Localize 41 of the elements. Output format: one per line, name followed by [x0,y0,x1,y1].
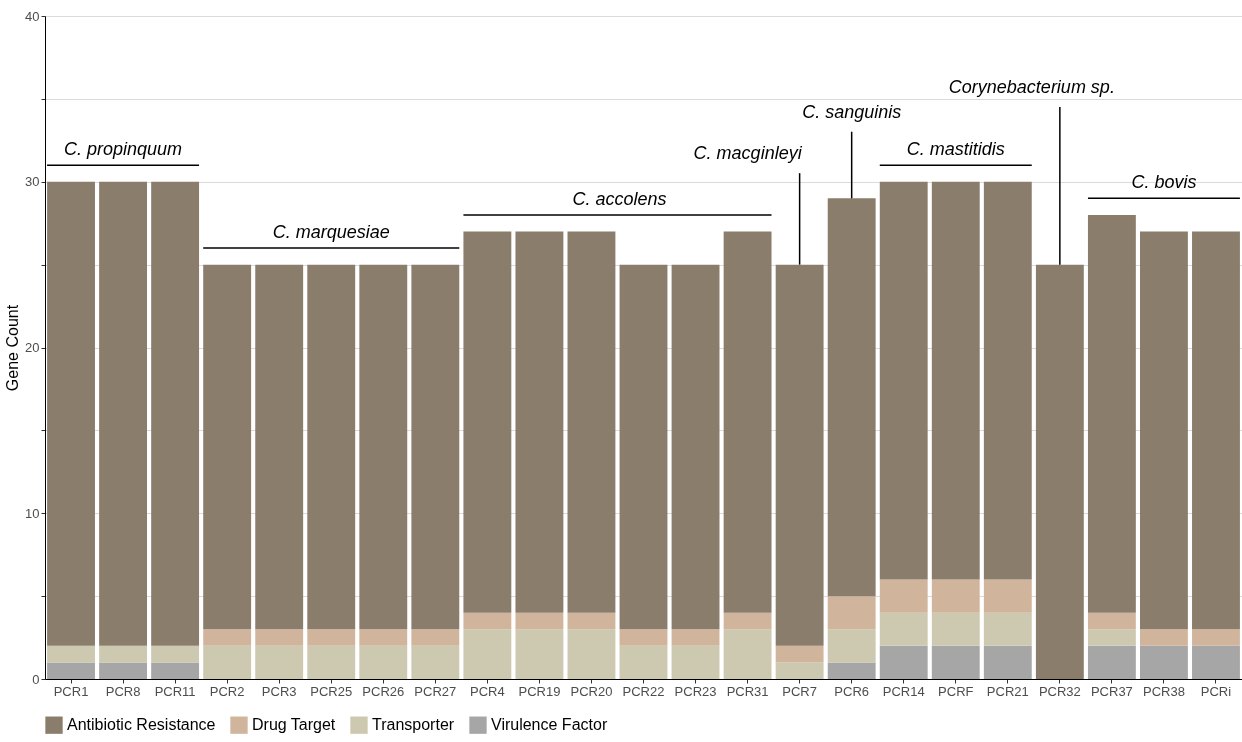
annotation: C. macginleyi [693,143,803,164]
x-tick-label: PCR2 [209,683,245,699]
y-axis-title: Gene Count [4,304,22,392]
x-tick-label: PCR38 [1142,683,1185,699]
y-tick-label: 30 [25,174,40,190]
legend-label: Antibiotic Resistance [67,716,216,734]
legend-label: Virulence Factor [491,716,608,734]
x-tick-label: PCR37 [1090,683,1133,699]
y-tick-label: 20 [25,340,40,355]
annotation: C. mastitidis [906,139,1005,160]
x-tick-label: PCRF [938,683,974,699]
x-tick-label: PCR31 [726,683,769,699]
legend-label: Transporter [372,716,455,734]
x-tick-label: PCRi [1200,683,1232,699]
annotation: C. accolens [572,188,667,209]
x-tick-label: PCR27 [414,683,457,699]
x-tick-label: PCR21 [986,683,1029,699]
x-tick-label: PCR6 [834,683,870,699]
x-tick-label: PCR32 [1038,683,1081,699]
annotation: C. propinquum [64,139,183,160]
legend-label: Drug Target [252,716,336,734]
y-tick-label: 0 [32,671,40,687]
x-tick-label: PCR14 [882,683,925,699]
annotation: Corynebacterium sp. [948,76,1115,97]
annotation: C. sanguinis [802,101,902,122]
x-tick-label: PCR20 [570,683,613,699]
x-tick-label: PCR22 [622,683,665,699]
x-tick-label: PCR25 [310,683,353,699]
x-tick-label: PCR8 [105,683,141,699]
x-tick-label: PCR11 [154,683,196,699]
y-tick-label: 10 [25,505,40,521]
y-tick-label: 40 [25,8,40,24]
x-tick-label: PCR7 [782,683,817,699]
annotation: C. bovis [1131,172,1197,193]
x-tick-label: PCR23 [674,683,717,699]
x-tick-label: PCR3 [261,683,297,699]
x-tick-label: PCR19 [518,683,561,699]
annotation: C. marquesiae [272,222,390,243]
x-tick-label: PCR1 [53,683,89,699]
x-tick-label: PCR4 [470,683,505,699]
x-tick-label: PCR26 [362,683,405,699]
